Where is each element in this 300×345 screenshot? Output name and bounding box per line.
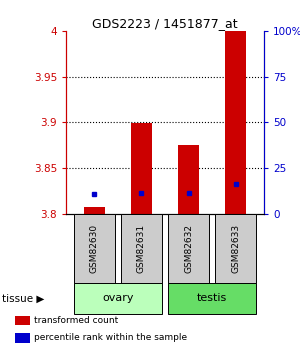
Bar [131, 124, 152, 214]
Bar [74, 283, 162, 314]
Text: transformed count: transformed count [34, 316, 119, 325]
Bar [225, 31, 246, 214]
Text: GSM82631: GSM82631 [137, 224, 146, 273]
Bar [121, 214, 162, 283]
Text: testis: testis [197, 294, 227, 303]
Bar [215, 214, 256, 283]
Text: GSM82632: GSM82632 [184, 224, 193, 273]
Bar [168, 214, 209, 283]
Bar [15, 333, 30, 343]
Text: tissue ▶: tissue ▶ [2, 294, 44, 303]
Text: GSM82633: GSM82633 [231, 224, 240, 273]
Bar [168, 283, 256, 314]
Title: GDS2223 / 1451877_at: GDS2223 / 1451877_at [92, 17, 238, 30]
Bar [84, 207, 105, 214]
Bar [178, 145, 199, 214]
Text: ovary: ovary [102, 294, 134, 303]
Bar [15, 316, 30, 325]
Bar [74, 214, 115, 283]
Text: GSM82630: GSM82630 [90, 224, 99, 273]
Text: percentile rank within the sample: percentile rank within the sample [34, 333, 188, 342]
